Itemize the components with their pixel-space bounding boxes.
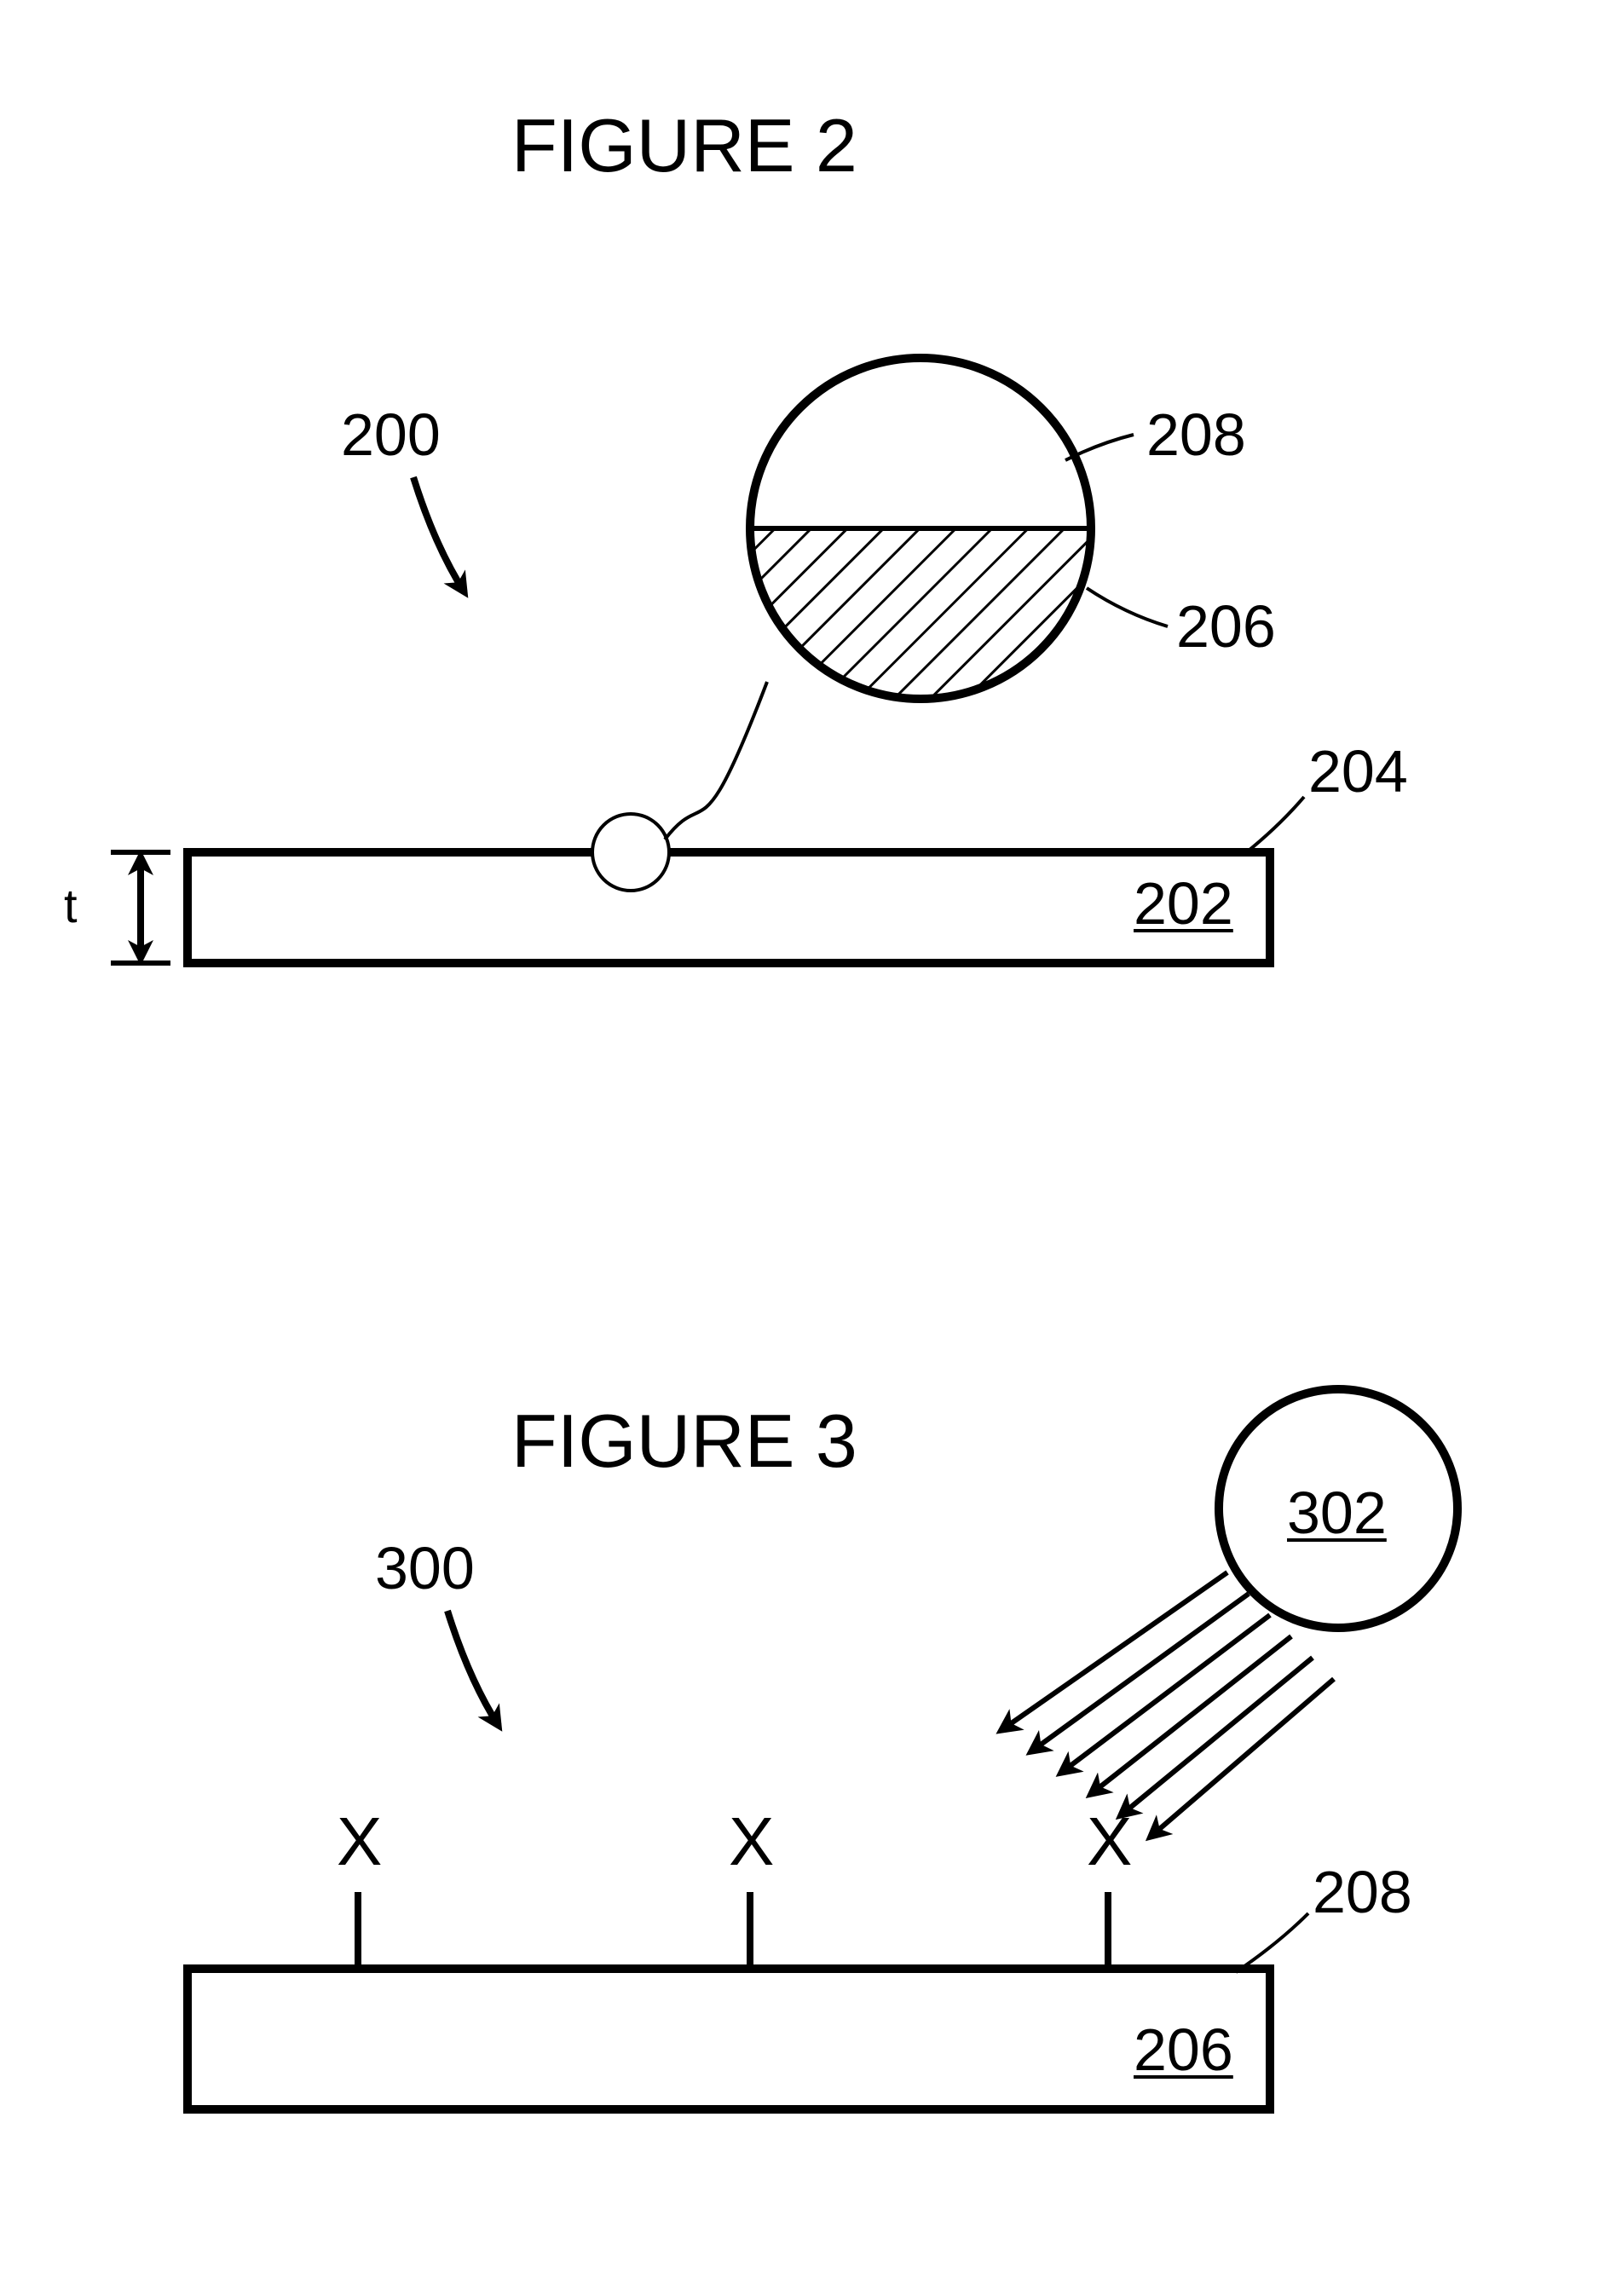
ref-208-fig2: 208 <box>1146 401 1246 469</box>
ref-208-fig3: 208 <box>1313 1858 1412 1926</box>
figure-2-svg <box>0 0 1616 2296</box>
ref-300: 300 <box>375 1534 475 1602</box>
ref-204: 204 <box>1308 737 1408 805</box>
x-mark-2: X <box>729 1803 774 1881</box>
detail-small-circle <box>592 814 669 891</box>
x-mark-1: X <box>337 1803 382 1881</box>
figure-2-title: FIGURE 2 <box>511 102 857 189</box>
ref-206-fig2: 206 <box>1176 592 1276 661</box>
ref-206-fig3: 206 <box>1134 2016 1233 2084</box>
substrate-rect <box>188 852 1270 963</box>
bar-rect <box>188 1969 1270 2109</box>
figure-3-svg <box>0 0 1616 2296</box>
source-arrows <box>1001 1572 1334 1837</box>
ref-202: 202 <box>1134 869 1233 937</box>
ref-200: 200 <box>341 401 441 469</box>
detail-circle <box>750 358 1091 699</box>
ref-302: 302 <box>1287 1479 1387 1547</box>
detail-leader <box>665 682 767 839</box>
figure-3-title: FIGURE 3 <box>511 1398 857 1485</box>
thickness-label: t <box>64 878 78 933</box>
x-mark-3: X <box>1087 1803 1132 1881</box>
